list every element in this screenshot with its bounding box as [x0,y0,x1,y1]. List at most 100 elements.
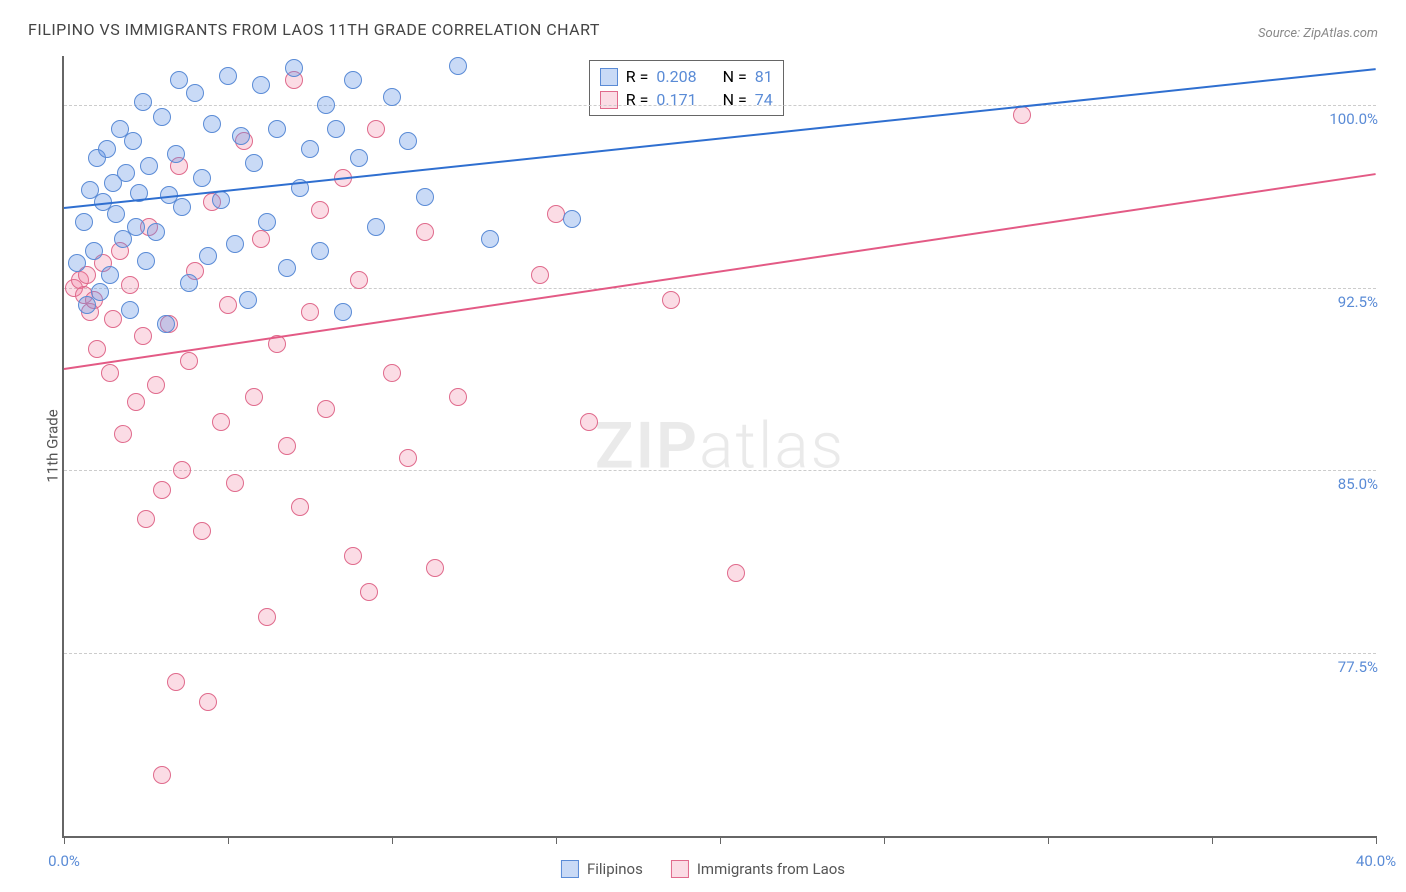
scatter-point-series2 [344,547,362,565]
scatter-point-series2 [137,510,155,528]
scatter-point-series2 [311,201,329,219]
scatter-point-series2 [127,393,145,411]
scatter-point-series2 [291,498,309,516]
scatter-point-series2 [153,766,171,784]
xtick [884,836,885,844]
watermark-light: atlas [699,409,845,484]
swatch-series1 [600,68,618,86]
scatter-point-series2 [252,230,270,248]
ytick-label: 85.0% [1338,475,1378,493]
xtick [720,836,721,844]
scatter-point-series1 [134,93,152,111]
xtick-label: 40.0% [1356,852,1396,870]
gridline [64,470,1376,471]
scatter-point-series1 [383,88,401,106]
scatter-point-series1 [124,132,142,150]
scatter-point-series1 [327,120,345,138]
scatter-point-series1 [199,247,217,265]
scatter-point-series1 [344,71,362,89]
gridline [64,653,1376,654]
scatter-point-series2 [147,376,165,394]
scatter-point-series2 [399,449,417,467]
r-value-series1: 0.208 [656,67,696,86]
stats-row-series1: R = 0.208 N = 81 [600,65,773,88]
scatter-point-series2 [134,327,152,345]
scatter-point-series1 [334,303,352,321]
scatter-point-series2 [350,271,368,289]
chart-plot-area: ZIPatlas R = 0.208 N = 81 R = 0.171 N = … [62,56,1376,838]
scatter-point-series1 [170,71,188,89]
scatter-point-series2 [226,474,244,492]
scatter-point-series1 [157,315,175,333]
scatter-point-series1 [167,145,185,163]
scatter-point-series1 [127,218,145,236]
scatter-point-series1 [278,259,296,277]
scatter-point-series1 [258,213,276,231]
scatter-point-series2 [383,364,401,382]
scatter-point-series1 [563,210,581,228]
scatter-point-series1 [186,84,204,102]
ytick-label: 77.5% [1338,658,1378,676]
scatter-point-series2 [360,583,378,601]
r-label: R = [626,67,649,86]
scatter-point-series2 [278,437,296,455]
scatter-point-series1 [68,254,86,272]
stats-row-series2: R = 0.171 N = 74 [600,88,773,111]
n-value-series1: 81 [755,67,773,86]
scatter-point-series2 [101,364,119,382]
scatter-point-series2 [104,310,122,328]
watermark: ZIPatlas [595,409,845,484]
scatter-point-series1 [317,96,335,114]
legend-item-series1: Filipinos [561,860,643,878]
n-label: N = [723,90,747,109]
scatter-point-series1 [101,266,119,284]
scatter-point-series1 [85,242,103,260]
gridline [64,105,1376,106]
xtick [392,836,393,844]
scatter-point-series1 [107,205,125,223]
scatter-point-series2 [121,276,139,294]
scatter-point-series2 [212,413,230,431]
legend: Filipinos Immigrants from Laos [561,860,845,878]
scatter-point-series1 [285,59,303,77]
scatter-point-series1 [91,283,109,301]
scatter-point-series1 [219,67,237,85]
scatter-point-series2 [219,296,237,314]
scatter-point-series1 [301,140,319,158]
scatter-point-series1 [153,108,171,126]
watermark-bold: ZIP [595,409,699,484]
scatter-point-series1 [252,76,270,94]
xtick [556,836,557,844]
scatter-point-series1 [193,169,211,187]
scatter-point-series2 [258,608,276,626]
scatter-point-series1 [481,230,499,248]
scatter-point-series1 [212,191,230,209]
scatter-point-series1 [203,115,221,133]
scatter-point-series2 [193,522,211,540]
scatter-point-series1 [350,149,368,167]
scatter-point-series2 [727,564,745,582]
r-label: R = [626,90,649,109]
n-label: N = [723,67,747,86]
y-axis-label: 11th Grade [44,409,62,482]
scatter-point-series2 [662,291,680,309]
scatter-point-series1 [180,274,198,292]
scatter-point-series1 [311,242,329,260]
trend-line-series2 [64,173,1376,370]
xtick-label: 0.0% [48,852,80,870]
xtick [1212,836,1213,844]
scatter-point-series1 [147,223,165,241]
scatter-point-series2 [317,400,335,418]
scatter-point-series2 [449,388,467,406]
scatter-point-series1 [232,127,250,145]
scatter-point-series1 [117,164,135,182]
scatter-point-series1 [268,120,286,138]
scatter-point-series1 [245,154,263,172]
scatter-point-series2 [531,266,549,284]
scatter-point-series1 [239,291,257,309]
scatter-point-series2 [114,425,132,443]
xtick [228,836,229,844]
scatter-point-series2 [167,673,185,691]
legend-swatch-series2 [671,860,689,878]
scatter-point-series2 [301,303,319,321]
